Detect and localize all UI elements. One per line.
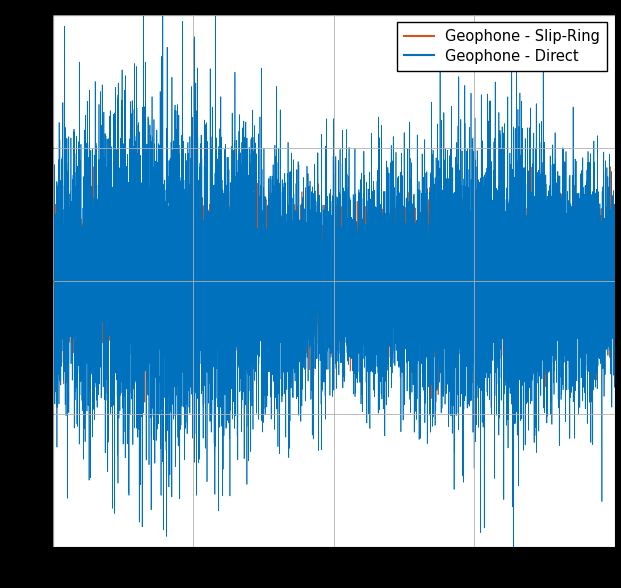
Geophone - Slip-Ring (52, 278, 59, 285)
Geophone - Direct (83, 310, 90, 317)
Geophone - Slip-Ring (141, 399, 148, 406)
Geophone - Direct (49, 246, 57, 253)
Legend: Geophone - Slip-Ring, Geophone - Direct: Geophone - Slip-Ring, Geophone - Direct (397, 22, 607, 71)
Geophone - Direct (581, 182, 589, 189)
Line: Geophone - Direct: Geophone - Direct (53, 0, 615, 549)
Geophone - Slip-Ring (83, 248, 90, 255)
Geophone - Slip-Ring (324, 273, 331, 280)
Geophone - Slip-Ring (515, 148, 522, 155)
Geophone - Slip-Ring (72, 245, 79, 252)
Geophone - Direct (510, 545, 517, 552)
Geophone - Direct (72, 254, 79, 261)
Geophone - Slip-Ring (611, 246, 619, 253)
Geophone - Direct (324, 244, 331, 251)
Geophone - Direct (52, 323, 59, 330)
Geophone - Slip-Ring (49, 312, 57, 319)
Geophone - Slip-Ring (581, 293, 589, 300)
Geophone - Direct (611, 243, 619, 250)
Geophone - Direct (159, 282, 166, 289)
Line: Geophone - Slip-Ring: Geophone - Slip-Ring (53, 151, 615, 402)
Geophone - Slip-Ring (159, 306, 166, 313)
